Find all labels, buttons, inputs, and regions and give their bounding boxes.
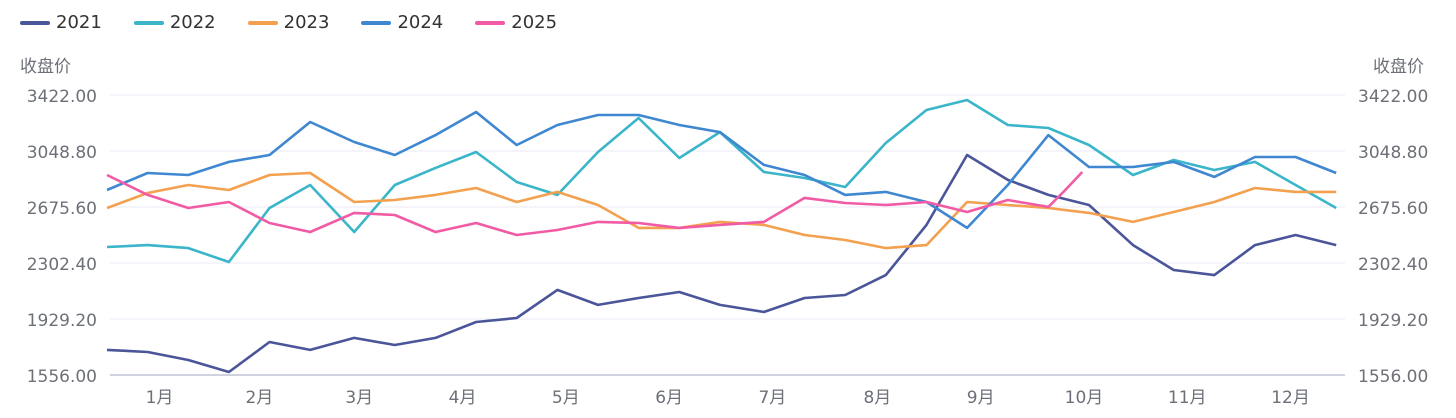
y-tick-label-left: 1929.20	[27, 311, 97, 331]
y-axis-right: 1556.00 1929.20 2302.40 2675.60 3048.80 3422.…	[1358, 87, 1428, 387]
y-tick-label-left: 2675.60	[27, 199, 97, 219]
y-axis-name-left: 收盘价	[20, 57, 71, 77]
x-tick-label: 5月	[552, 388, 580, 408]
x-tick-label: 4月	[449, 388, 477, 408]
x-tick-label: 2月	[245, 388, 273, 408]
x-tick-label: 7月	[758, 388, 786, 408]
x-tick-label: 11月	[1168, 388, 1207, 408]
legend-item-2023[interactable]: 2023	[247, 12, 330, 33]
y-tick-label-left: 3422.00	[27, 87, 97, 107]
legend-label: 2025	[511, 12, 558, 33]
x-axis: 1月 2月 3月 4月 5月 6月 7月 8月 9月 10月 11月 12月	[146, 388, 1310, 408]
grid-lines	[110, 94, 1345, 376]
y-tick-label-left: 3048.80	[27, 143, 97, 163]
y-tick-label-right: 3048.80	[1358, 143, 1428, 163]
y-tick-label-right: 1929.20	[1358, 311, 1428, 331]
legend-item-2024[interactable]: 2024	[361, 12, 443, 33]
x-tick-label: 8月	[863, 388, 891, 408]
legend-swatch	[475, 20, 506, 25]
x-tick-label: 9月	[967, 388, 995, 408]
y-tick-label-left: 1556.00	[27, 367, 97, 387]
y-tick-label-right: 2675.60	[1358, 199, 1428, 219]
y-axis-left: 1556.00 1929.20 2302.40 2675.60 3048.80 3422.…	[27, 87, 97, 387]
y-tick-label-left: 2302.40	[27, 255, 97, 275]
x-tick-label: 10月	[1065, 388, 1104, 408]
series-line-2022	[106, 98, 1337, 264]
series-line-2023	[106, 171, 1337, 250]
x-tick-label: 1月	[146, 388, 174, 408]
y-tick-label-right: 2302.40	[1358, 255, 1428, 275]
y-tick-label-right: 3422.00	[1358, 87, 1428, 107]
legend-item-2022[interactable]: 2022	[133, 12, 216, 33]
legend-label: 2024	[397, 12, 444, 33]
legend-label: 2023	[283, 12, 330, 33]
series-line-2025	[106, 171, 1084, 237]
x-tick-label: 12月	[1271, 388, 1310, 408]
x-tick-label: 6月	[655, 388, 683, 408]
legend-label: 2022	[169, 12, 216, 33]
legend-swatch	[20, 20, 50, 25]
legend-item-2025[interactable]: 2025	[475, 12, 557, 33]
series-line-2024	[106, 110, 1337, 230]
legend-swatch	[247, 20, 278, 25]
legend-swatch	[133, 20, 164, 25]
series-line-2021	[106, 153, 1337, 374]
y-axis-name-right: 收盘价	[1373, 57, 1424, 77]
legend-label: 2021	[56, 12, 102, 33]
y-tick-label-right: 1556.00	[1358, 367, 1428, 387]
legend-swatch	[361, 20, 392, 25]
legend-item-2021[interactable]: 2021	[20, 12, 102, 33]
x-tick-label: 3月	[345, 388, 373, 408]
series-lines	[106, 98, 1337, 374]
legend: 2021 2022 2023 2024 2025	[20, 12, 589, 33]
